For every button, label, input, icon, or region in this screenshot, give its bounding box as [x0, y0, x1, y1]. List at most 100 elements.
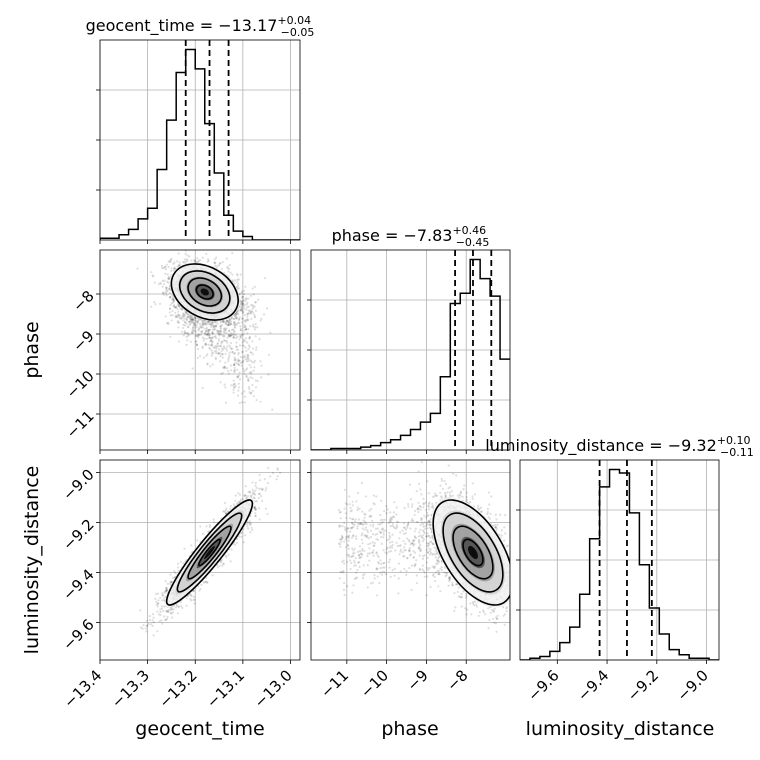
scatter-point: [253, 328, 257, 331]
scatter-point: [267, 373, 270, 376]
scatter-point: [182, 334, 185, 337]
scatter-point: [241, 302, 244, 305]
scatter-point: [207, 333, 210, 336]
scatter-point: [223, 320, 226, 323]
scatter-point: [180, 308, 183, 311]
scatter-point: [233, 369, 237, 372]
scatter-point: [213, 261, 216, 264]
scatter-point: [246, 355, 249, 358]
scatter-point: [159, 302, 162, 305]
scatter-point: [226, 349, 229, 352]
scatter-point: [219, 360, 222, 363]
scatter-point: [207, 321, 210, 324]
scatter-point: [150, 271, 153, 274]
scatter-point: [221, 340, 224, 343]
scatter-point: [203, 327, 206, 330]
scatter-point: [232, 335, 235, 338]
scatter-point: [237, 353, 240, 356]
scatter-point: [225, 331, 228, 334]
scatter-point: [240, 309, 243, 312]
scatter-point: [248, 346, 251, 349]
scatter-point: [219, 355, 222, 358]
scatter-point: [176, 566, 180, 569]
scatter-point: [239, 327, 242, 330]
scatter-point: [221, 356, 224, 359]
scatter-point: [185, 331, 188, 335]
scatter-point: [238, 321, 241, 325]
scatter-point: [223, 327, 226, 330]
scatter-point: [251, 361, 254, 364]
scatter-point: [241, 351, 244, 354]
scatter-point: [159, 281, 162, 284]
scatter-point: [190, 315, 193, 318]
scatter-point: [238, 318, 241, 322]
scatter-point: [215, 256, 218, 259]
scatter-point: [233, 317, 236, 320]
scatter-point: [177, 569, 180, 572]
scatter-point: [155, 592, 158, 596]
scatter-point: [237, 374, 240, 377]
scatter-point: [220, 330, 223, 333]
scatter-point: [228, 329, 231, 332]
scatter-point: [240, 334, 243, 337]
scatter-point: [228, 267, 231, 270]
scatter-point: [173, 267, 176, 270]
scatter-point: [200, 326, 203, 329]
scatter-point: [242, 367, 245, 370]
scatter-point: [189, 317, 192, 320]
scatter-point: [197, 261, 200, 264]
scatter-point: [241, 310, 244, 313]
scatter-point: [222, 562, 225, 565]
scatter-point: [245, 496, 248, 499]
scatter-point: [223, 339, 226, 342]
histogram-phase: [311, 258, 510, 450]
scatter-point: [222, 335, 225, 338]
scatter-point: [211, 340, 214, 343]
scatter-point: [225, 512, 228, 515]
scatter-point: [191, 328, 194, 331]
scatter-point: [202, 356, 205, 359]
scatter-point: [172, 262, 175, 265]
scatter-point: [237, 313, 240, 316]
scatter-point: [241, 361, 244, 364]
scatter-point: [207, 259, 210, 262]
scatter-point: [191, 331, 194, 334]
scatter-point: [254, 489, 257, 492]
scatter-point: [235, 312, 238, 315]
scatter-point: [196, 356, 199, 360]
scatter-point: [170, 267, 173, 270]
scatter-point: [250, 351, 253, 354]
gridlines: [311, 250, 510, 451]
scatter-point: [247, 344, 251, 347]
scatter-point: [178, 261, 181, 264]
scatter-point: [260, 317, 263, 320]
scatter-point: [246, 367, 249, 370]
scatter-point: [206, 333, 209, 336]
scatter-point: [216, 322, 219, 325]
scatter-point: [237, 362, 240, 365]
scatter-point: [233, 362, 236, 365]
scatter-point: [177, 605, 180, 609]
scatter-point: [214, 324, 217, 327]
scatter-point: [246, 301, 249, 305]
scatter-point: [233, 331, 236, 334]
scatter-point: [191, 330, 194, 333]
scatter-point: [229, 364, 232, 367]
scatter-point: [233, 366, 236, 369]
scatter-point: [243, 319, 246, 322]
scatter-point: [233, 333, 236, 336]
scatter-point: [174, 571, 177, 575]
scatter-point: [164, 292, 168, 295]
scatter-point: [215, 345, 218, 348]
scatter-point: [199, 259, 202, 262]
scatter-point: [246, 341, 249, 344]
scatter-point: [208, 334, 211, 337]
scatter-point: [202, 581, 205, 584]
scatter-point: [228, 344, 231, 347]
scatter-point: [173, 304, 176, 307]
histogram-geocent_time: [100, 48, 300, 240]
scatter-point: [249, 366, 252, 369]
scatter-point: [242, 344, 245, 347]
scatter-point: [236, 375, 239, 378]
scatter-point: [175, 315, 178, 318]
